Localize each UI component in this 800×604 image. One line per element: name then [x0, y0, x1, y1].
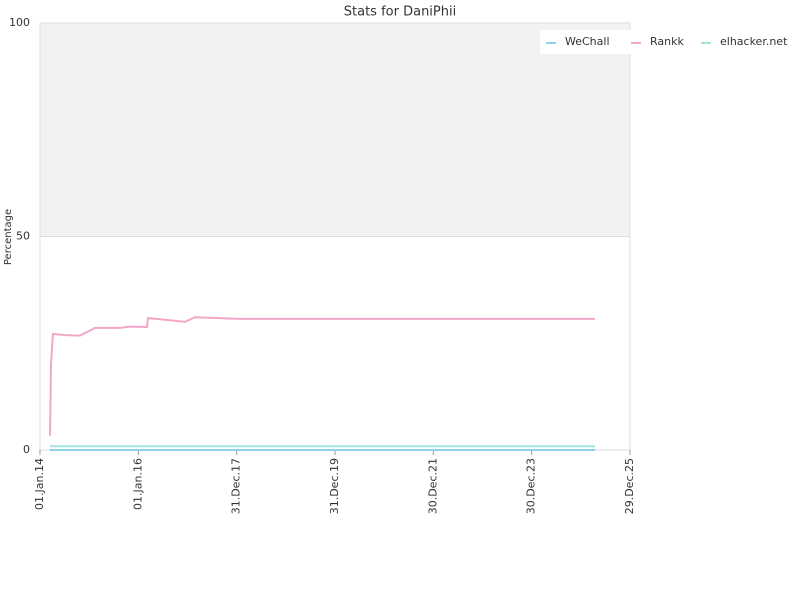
x-tick-label: 30.Dec.23 — [525, 458, 538, 514]
y-axis-label: Percentage — [3, 209, 14, 265]
plot-band — [40, 236, 630, 450]
legend-label: elhacker.net — [720, 35, 788, 48]
x-tick-label: 29.Dec.25 — [623, 458, 636, 514]
x-tick-label: 31.Dec.19 — [328, 458, 341, 514]
y-tick-label: 0 — [23, 443, 30, 456]
x-tick-label: 30.Dec.21 — [426, 458, 439, 514]
plot-band — [40, 23, 630, 237]
legend-box — [540, 30, 790, 54]
legend-label: Rankk — [650, 35, 684, 48]
legend-label: WeChall — [565, 35, 610, 48]
x-tick-label: 31.Dec.17 — [230, 458, 243, 514]
y-tick-label: 50 — [16, 230, 30, 243]
x-tick-label: 01.Jan.16 — [131, 458, 144, 510]
series-line — [49, 316, 595, 436]
chart-title: Stats for DaniPhii — [344, 5, 456, 20]
x-tick-label: 01.Jan.14 — [33, 458, 46, 510]
y-tick-label: 100 — [9, 16, 30, 29]
